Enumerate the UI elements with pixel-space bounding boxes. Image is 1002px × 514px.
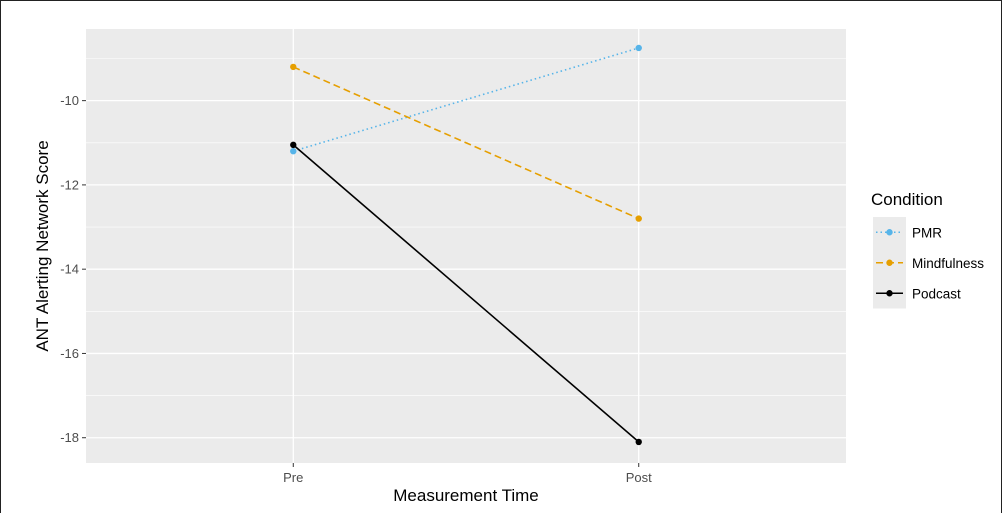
y-axis-ticks: -18 -16 -14 -12 -10 bbox=[60, 93, 86, 445]
series-pmr bbox=[290, 44, 642, 155]
legend-label: Mindfulness bbox=[912, 256, 984, 271]
x-tick-label: Pre bbox=[283, 470, 303, 485]
y-tick-label: -16 bbox=[60, 346, 79, 361]
series-podcast bbox=[290, 141, 642, 446]
legend-key-point bbox=[886, 259, 893, 266]
y-axis-title: ANT Alerting Network Score bbox=[33, 140, 52, 351]
data-point bbox=[635, 44, 642, 52]
legend: Condition PMR Mindfulness Podcast bbox=[871, 190, 984, 309]
legend-item-pmr: PMR bbox=[873, 217, 942, 248]
series-layer bbox=[290, 44, 642, 446]
x-tick-label: Post bbox=[626, 470, 652, 485]
legend-label: PMR bbox=[912, 225, 942, 240]
data-point bbox=[290, 63, 297, 71]
series-line bbox=[292, 66, 640, 220]
legend-key-point bbox=[886, 229, 893, 236]
series-mindfulness bbox=[290, 63, 642, 222]
y-tick-label: -12 bbox=[60, 177, 79, 192]
data-point bbox=[635, 438, 642, 446]
x-axis-title: Measurement Time bbox=[393, 486, 539, 505]
legend-item-podcast: Podcast bbox=[873, 278, 961, 309]
data-point bbox=[290, 141, 297, 149]
legend-key-point bbox=[886, 290, 893, 297]
major-gridlines bbox=[86, 29, 846, 463]
series-line bbox=[293, 47, 639, 152]
data-point bbox=[635, 215, 642, 222]
legend-items: PMR Mindfulness Podcast bbox=[873, 217, 984, 309]
y-tick-label: -14 bbox=[60, 262, 79, 277]
y-tick-label: -10 bbox=[60, 93, 79, 108]
legend-item-mindfulness: Mindfulness bbox=[873, 247, 984, 278]
x-axis-ticks: Pre Post bbox=[283, 463, 652, 485]
series-line bbox=[292, 144, 640, 443]
data-point bbox=[290, 147, 297, 155]
legend-label: Podcast bbox=[912, 286, 961, 301]
y-tick-label: -18 bbox=[60, 430, 79, 445]
plot-panel bbox=[86, 29, 846, 463]
legend-title: Condition bbox=[871, 190, 943, 209]
minor-gridlines bbox=[86, 58, 846, 396]
